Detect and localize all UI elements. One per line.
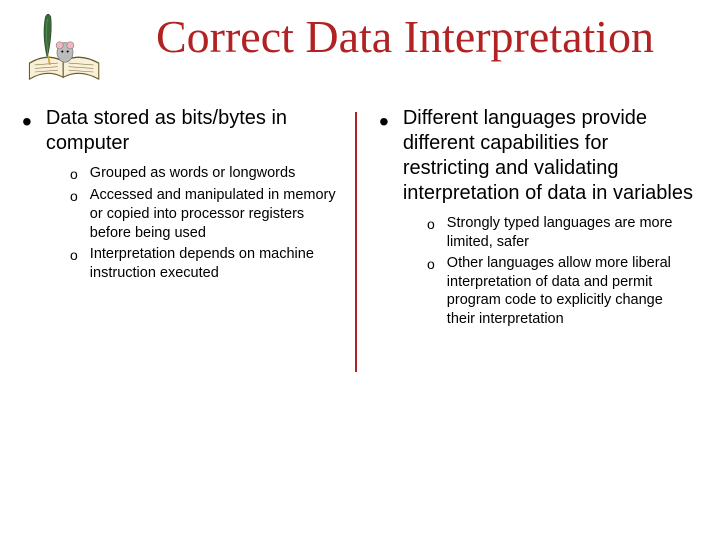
two-column-layout: • Data stored as bits/bytes in computer … (0, 88, 720, 372)
bullet-main: • Different languages provide different … (379, 106, 694, 206)
circle-bullet-icon: o (70, 186, 78, 206)
circle-bullet-icon: o (427, 254, 435, 274)
sub-item: o Interpretation depends on machine inst… (70, 245, 337, 283)
circle-bullet-icon: o (70, 245, 78, 265)
sub-list: o Strongly typed languages are more limi… (379, 214, 694, 329)
sub-list: o Grouped as words or longwords o Access… (22, 164, 337, 283)
sub-text: Strongly typed languages are more limite… (447, 214, 694, 252)
book-quill-icon (20, 8, 110, 88)
sub-item: o Strongly typed languages are more limi… (427, 214, 694, 252)
slide-title: Correct Data Interpretation (110, 8, 700, 63)
sub-text: Grouped as words or longwords (90, 164, 296, 183)
right-column: • Different languages provide different … (357, 106, 702, 372)
sub-text: Interpretation depends on machine instru… (90, 245, 337, 283)
left-column: • Data stored as bits/bytes in computer … (18, 106, 355, 372)
sub-item: o Other languages allow more liberal int… (427, 254, 694, 329)
disc-bullet-icon: • (22, 106, 32, 131)
main-text: Data stored as bits/bytes in computer (46, 106, 337, 156)
bullet-main: • Data stored as bits/bytes in computer (22, 106, 337, 156)
circle-bullet-icon: o (70, 164, 78, 184)
sub-item: o Accessed and manipulated in memory or … (70, 186, 337, 243)
main-text: Different languages provide different ca… (403, 106, 694, 206)
sub-item: o Grouped as words or longwords (70, 164, 337, 184)
sub-text: Accessed and manipulated in memory or co… (90, 186, 337, 243)
circle-bullet-icon: o (427, 214, 435, 234)
disc-bullet-icon: • (379, 106, 389, 131)
sub-text: Other languages allow more liberal inter… (447, 254, 694, 329)
